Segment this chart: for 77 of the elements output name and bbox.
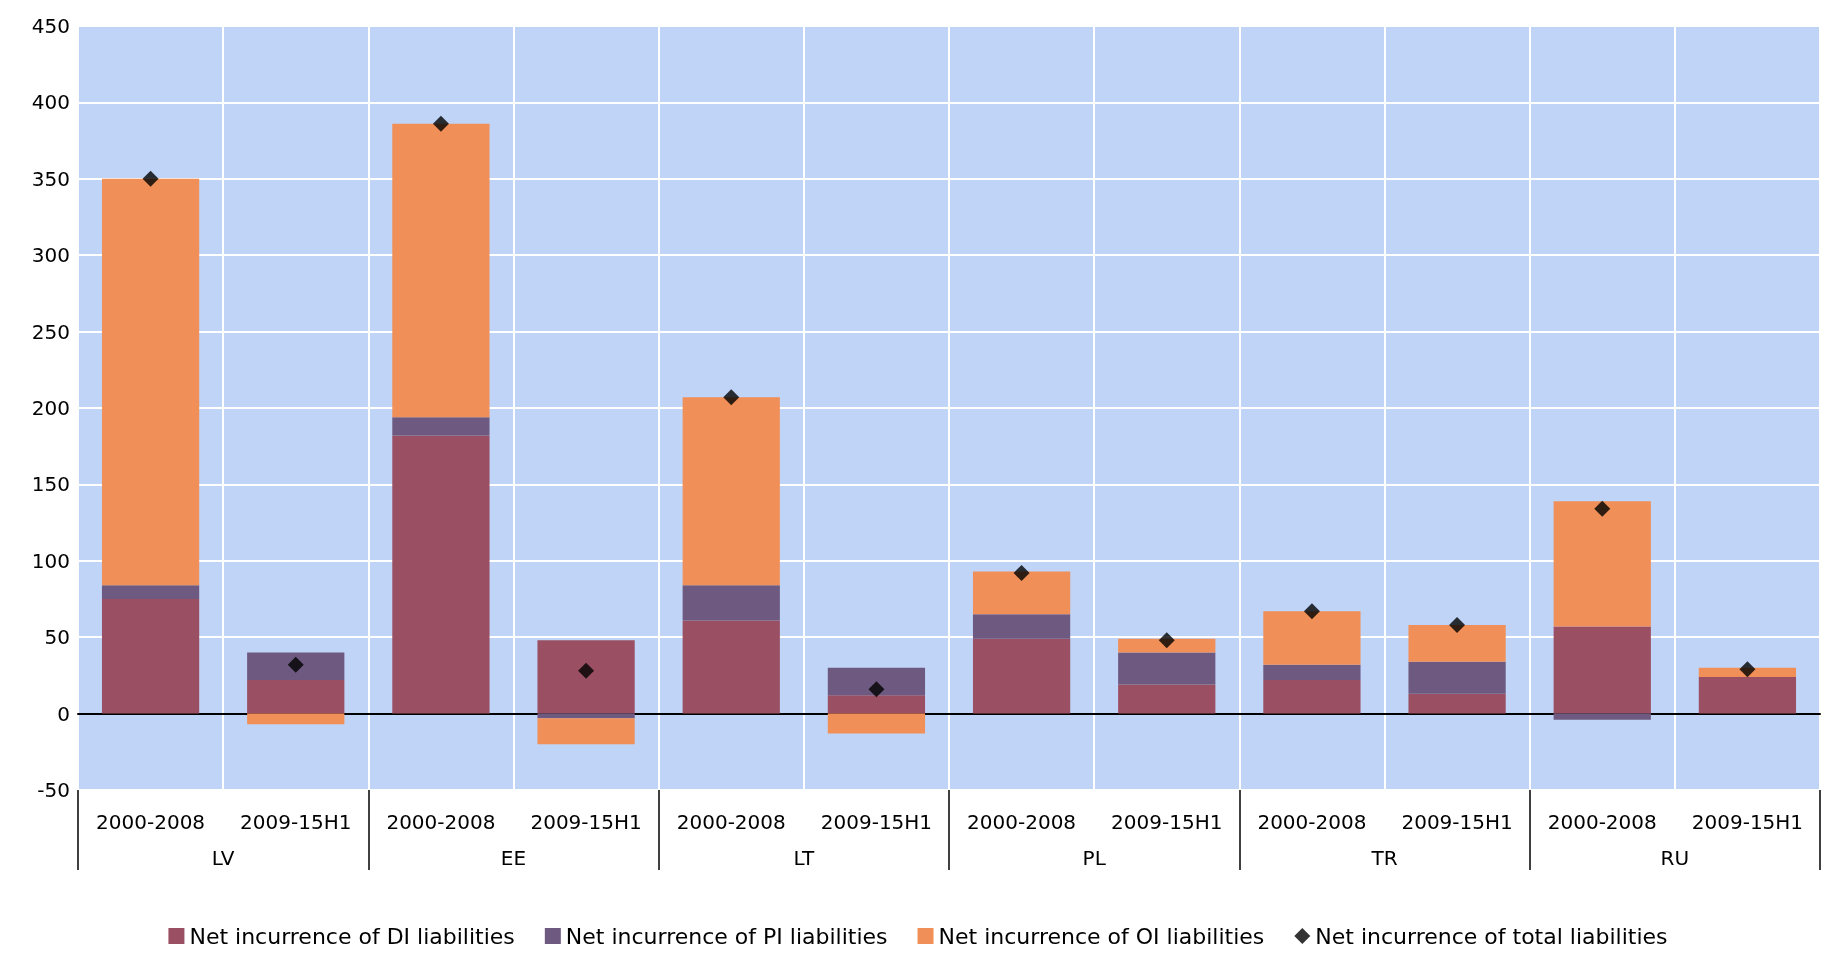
x-tick-label: 2000-2008 <box>1547 810 1657 834</box>
y-tick-label: 200 <box>31 396 70 420</box>
point <box>1303 603 1320 620</box>
text: TR <box>1370 846 1398 870</box>
bar <box>392 123 490 418</box>
bar <box>101 178 200 586</box>
bar <box>972 638 1071 714</box>
y-tick-label: 100 <box>31 548 70 573</box>
legend-label: Net incurrence of DI liabilities <box>189 923 515 949</box>
bar <box>392 417 490 436</box>
bar <box>101 585 200 599</box>
bar <box>1118 652 1216 685</box>
point <box>1594 500 1611 517</box>
point <box>432 115 449 132</box>
bar <box>1263 664 1361 680</box>
point <box>868 681 885 698</box>
text: LT <box>793 846 815 870</box>
text: PL <box>1082 846 1107 870</box>
bar <box>1408 661 1506 694</box>
bar <box>247 652 345 680</box>
bar <box>1408 624 1506 662</box>
bar <box>1698 676 1797 714</box>
x-tick-label: 2000-2008 <box>96 810 206 834</box>
point <box>1013 565 1030 582</box>
bar <box>682 620 780 714</box>
point <box>1739 661 1756 678</box>
bar <box>682 397 780 586</box>
bar <box>682 585 780 621</box>
y-tick-label: 150 <box>31 472 70 497</box>
legend-label: Net incurrence of OI liabilities <box>938 923 1265 949</box>
y-tick-label: 250 <box>31 319 70 344</box>
x-tick-label: 2000-2008 <box>967 810 1077 834</box>
text: RU <box>1660 846 1690 870</box>
text: EE <box>500 846 527 870</box>
bar <box>1553 626 1651 714</box>
bar <box>1263 679 1361 714</box>
point <box>1158 632 1175 649</box>
y-tick-label: 400 <box>31 90 70 115</box>
bar <box>1408 693 1506 714</box>
bar <box>247 679 345 714</box>
bar <box>1553 501 1651 627</box>
bar <box>972 571 1071 615</box>
bar <box>537 640 635 714</box>
x-tick-label: 2009-15H1 <box>530 810 642 834</box>
point <box>142 170 159 187</box>
bar <box>1118 684 1216 714</box>
legend-label: Net incurrence of PI liabilities <box>565 923 888 949</box>
x-tick-label: 2000-2008 <box>676 810 786 834</box>
y-tick-label: 450 <box>31 14 70 38</box>
y-tick-label: 300 <box>31 243 70 268</box>
y-tick-label: 0 <box>57 701 70 726</box>
point <box>578 662 595 679</box>
bar <box>392 435 490 714</box>
bar <box>101 599 200 714</box>
x-tick-label: 2009-15H1 <box>820 810 933 834</box>
x-tick-label: 2009-15H1 <box>1691 810 1804 834</box>
bar <box>1263 611 1361 665</box>
bar <box>247 713 345 725</box>
bar <box>827 695 926 714</box>
bar <box>827 713 926 734</box>
bar <box>827 667 926 696</box>
x-tick-label: 2000-2008 <box>1257 810 1367 834</box>
text: LV <box>211 846 235 870</box>
legend-label: Net incurrence of total liabilities <box>1315 923 1668 949</box>
x-tick-label: 2009-15H1 <box>240 810 352 834</box>
x-tick-label: 2009-15H1 <box>1111 810 1223 834</box>
point <box>287 656 304 673</box>
y-tick-label: -50 <box>37 778 70 802</box>
bar <box>972 614 1071 639</box>
y-tick-label: 350 <box>31 166 70 191</box>
x-tick-label: 2009-15H1 <box>1401 810 1513 834</box>
bar <box>537 718 635 745</box>
x-tick-label: 2000-2008 <box>386 810 496 834</box>
point <box>1449 616 1466 633</box>
point <box>723 389 740 406</box>
bar <box>1553 713 1651 720</box>
y-tick-label: 50 <box>44 625 70 650</box>
